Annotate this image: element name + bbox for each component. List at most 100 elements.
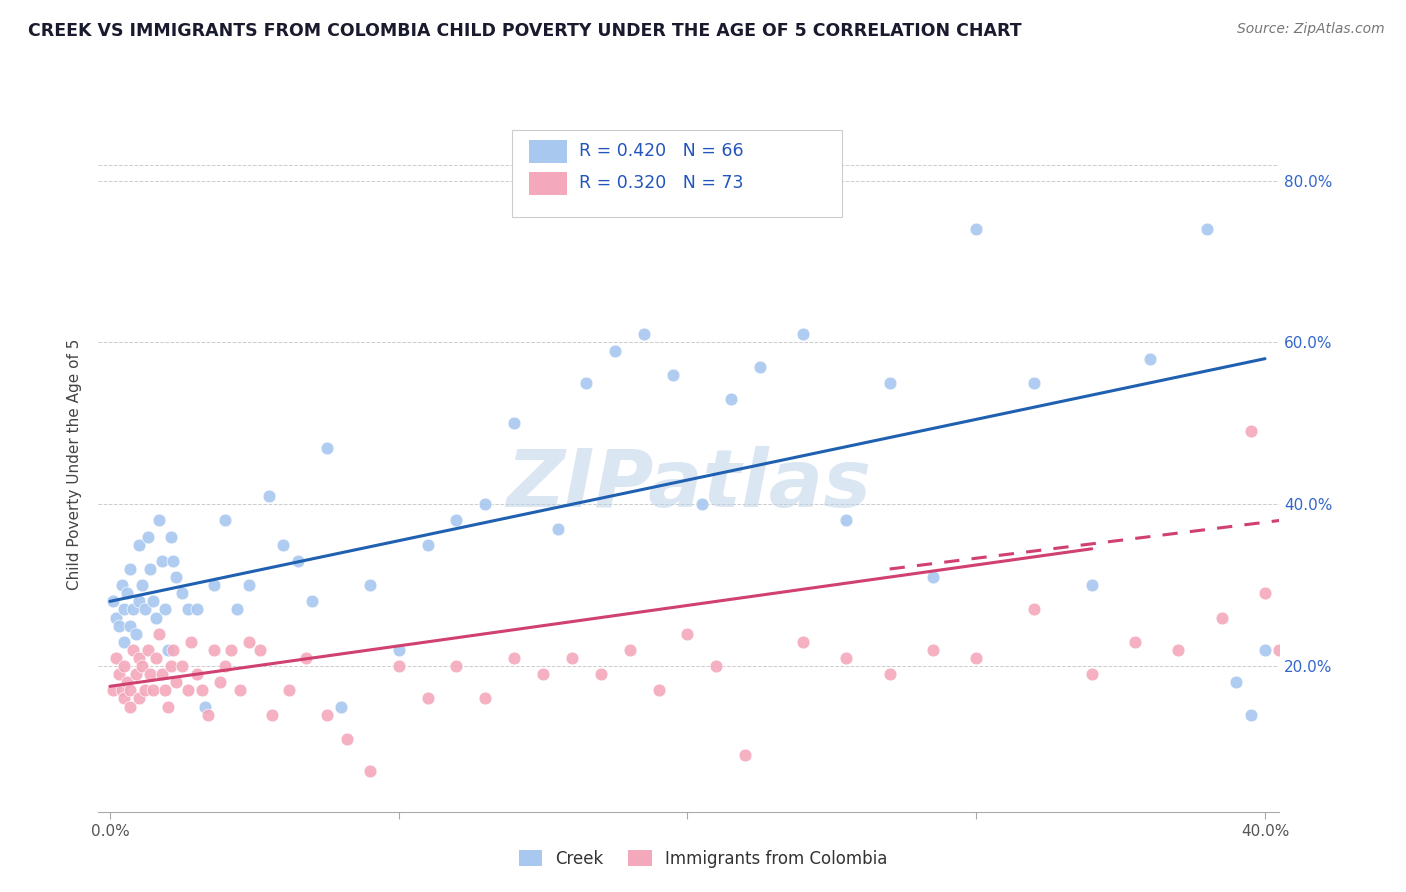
- Point: [474, 497, 496, 511]
- Point: [922, 643, 945, 657]
- Point: [503, 651, 526, 665]
- Point: [1239, 425, 1261, 439]
- Point: [278, 683, 301, 698]
- Point: [734, 748, 756, 763]
- Point: [271, 538, 294, 552]
- Point: [720, 392, 742, 406]
- Point: [589, 667, 612, 681]
- Point: [1123, 635, 1146, 649]
- Point: [153, 683, 176, 698]
- Point: [101, 594, 124, 608]
- Point: [561, 651, 583, 665]
- Point: [330, 699, 353, 714]
- Point: [177, 602, 200, 616]
- Point: [186, 667, 208, 681]
- Point: [165, 570, 187, 584]
- Point: [117, 586, 139, 600]
- Point: [162, 643, 184, 657]
- Point: [1022, 602, 1045, 616]
- Point: [162, 554, 184, 568]
- Point: [110, 578, 132, 592]
- Point: [879, 667, 901, 681]
- Point: [104, 610, 127, 624]
- Point: [1081, 578, 1104, 592]
- Point: [156, 699, 179, 714]
- Point: [159, 659, 181, 673]
- Point: [131, 659, 153, 673]
- Point: [503, 417, 526, 431]
- Point: [388, 643, 411, 657]
- Bar: [530, 140, 567, 162]
- Point: [416, 691, 439, 706]
- Point: [792, 327, 814, 342]
- Point: [120, 699, 142, 714]
- Point: [128, 594, 150, 608]
- Point: [388, 659, 411, 673]
- Legend: Creek, Immigrants from Colombia: Creek, Immigrants from Colombia: [512, 844, 894, 875]
- Point: [125, 626, 148, 640]
- Point: [647, 683, 669, 698]
- Point: [474, 691, 496, 706]
- Point: [662, 368, 685, 382]
- Text: R = 0.420   N = 66: R = 0.420 N = 66: [579, 142, 744, 160]
- Bar: [530, 172, 567, 194]
- Point: [165, 675, 187, 690]
- Point: [1139, 351, 1161, 366]
- Point: [120, 562, 142, 576]
- Point: [142, 683, 165, 698]
- Point: [835, 651, 858, 665]
- Text: CREEK VS IMMIGRANTS FROM COLOMBIA CHILD POVERTY UNDER THE AGE OF 5 CORRELATION C: CREEK VS IMMIGRANTS FROM COLOMBIA CHILD …: [28, 22, 1022, 40]
- Point: [1197, 222, 1219, 236]
- Point: [633, 327, 655, 342]
- Point: [287, 554, 309, 568]
- Point: [134, 602, 156, 616]
- Point: [359, 764, 381, 779]
- Point: [214, 513, 236, 527]
- Point: [214, 659, 236, 673]
- Point: [159, 530, 181, 544]
- Point: [676, 626, 699, 640]
- Point: [1167, 643, 1189, 657]
- Point: [202, 578, 225, 592]
- Point: [1239, 707, 1261, 722]
- Point: [605, 343, 627, 358]
- Point: [922, 570, 945, 584]
- Point: [128, 651, 150, 665]
- Point: [792, 635, 814, 649]
- Point: [446, 513, 468, 527]
- Point: [238, 635, 260, 649]
- Point: [172, 659, 194, 673]
- Point: [128, 691, 150, 706]
- Point: [194, 699, 217, 714]
- Point: [1225, 675, 1247, 690]
- Point: [112, 691, 135, 706]
- Point: [208, 675, 231, 690]
- Point: [575, 376, 598, 390]
- Point: [965, 651, 987, 665]
- FancyBboxPatch shape: [512, 130, 842, 217]
- Point: [112, 659, 135, 673]
- Text: R = 0.320   N = 73: R = 0.320 N = 73: [579, 174, 744, 192]
- Point: [172, 586, 194, 600]
- Point: [150, 667, 173, 681]
- Point: [1282, 626, 1305, 640]
- Point: [139, 562, 162, 576]
- Point: [748, 359, 770, 374]
- Point: [134, 683, 156, 698]
- Point: [416, 538, 439, 552]
- Point: [107, 618, 129, 632]
- Point: [249, 643, 271, 657]
- Point: [112, 635, 135, 649]
- Point: [142, 594, 165, 608]
- Point: [359, 578, 381, 592]
- Point: [122, 643, 145, 657]
- Point: [186, 602, 208, 616]
- Point: [315, 441, 337, 455]
- Point: [238, 578, 260, 592]
- Point: [446, 659, 468, 673]
- Point: [295, 651, 318, 665]
- Point: [229, 683, 252, 698]
- Point: [1022, 376, 1045, 390]
- Point: [547, 522, 569, 536]
- Text: Source: ZipAtlas.com: Source: ZipAtlas.com: [1237, 22, 1385, 37]
